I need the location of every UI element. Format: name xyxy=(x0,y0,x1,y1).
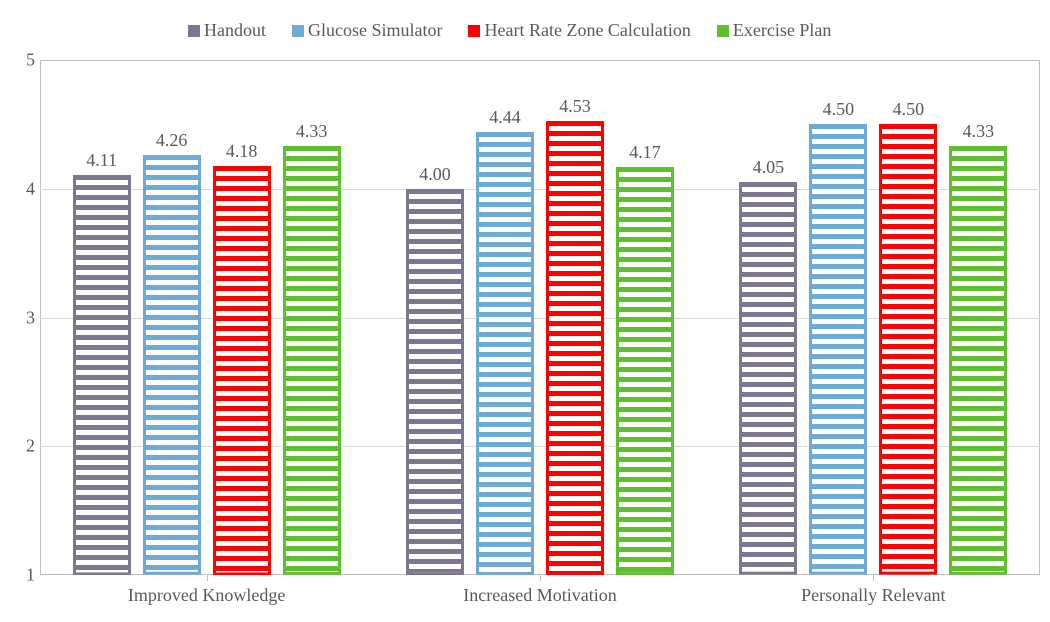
legend-label: Handout xyxy=(204,20,266,41)
grouped-bar-chart: 1 2 3 4 5 Handout Glucose Simulator Heart Rate … xyxy=(0,0,1050,622)
bar-value-label: 4.26 xyxy=(156,130,188,151)
bar xyxy=(809,124,867,575)
bar xyxy=(879,124,937,575)
bar xyxy=(739,182,797,575)
x-axis-category-label: Personally Relevant xyxy=(801,585,945,606)
bar xyxy=(616,167,674,575)
bar xyxy=(406,189,464,575)
bar xyxy=(213,166,271,575)
x-axis-category-label: Improved Knowledge xyxy=(128,585,285,606)
legend-swatch xyxy=(188,25,200,37)
legend-swatch xyxy=(292,25,304,37)
bar-value-label: 4.50 xyxy=(823,99,855,120)
bar-value-label: 4.33 xyxy=(296,121,328,142)
x-axis-tick xyxy=(207,575,208,581)
legend-label: Glucose Simulator xyxy=(308,20,442,41)
bar-value-label: 4.18 xyxy=(226,141,258,162)
y-axis-tick-label: 2 xyxy=(5,436,35,457)
bar-value-label: 4.00 xyxy=(419,164,451,185)
legend-item: Handout xyxy=(188,20,266,41)
y-axis-tick-label: 1 xyxy=(5,565,35,586)
bar-value-label: 4.44 xyxy=(489,107,521,128)
x-axis-tick xyxy=(540,575,541,581)
bar xyxy=(546,121,604,575)
bar xyxy=(949,146,1007,575)
y-axis-tick-label: 5 xyxy=(5,50,35,71)
bar-value-label: 4.50 xyxy=(893,99,925,120)
bar xyxy=(476,132,534,575)
legend-label: Heart Rate Zone Calculation xyxy=(484,20,690,41)
legend-item: Heart Rate Zone Calculation xyxy=(468,20,690,41)
x-axis-category-label: Increased Motivation xyxy=(463,585,616,606)
bar-value-label: 4.33 xyxy=(963,121,995,142)
legend-item: Glucose Simulator xyxy=(292,20,442,41)
legend-swatch xyxy=(468,25,480,37)
legend-item: Exercise Plan xyxy=(717,20,831,41)
bar-value-label: 4.53 xyxy=(559,96,591,117)
bar xyxy=(73,175,131,575)
bar xyxy=(143,155,201,575)
legend: Handout Glucose Simulator Heart Rate Zone … xyxy=(188,20,831,41)
y-axis-tick-label: 4 xyxy=(5,178,35,199)
bar-value-label: 4.17 xyxy=(629,142,661,163)
bar-value-label: 4.11 xyxy=(86,150,117,171)
x-axis-tick xyxy=(873,575,874,581)
legend-label: Exercise Plan xyxy=(733,20,831,41)
y-axis-tick-label: 3 xyxy=(5,307,35,328)
legend-swatch xyxy=(717,25,729,37)
bar-value-label: 4.05 xyxy=(753,157,785,178)
bar xyxy=(283,146,341,575)
